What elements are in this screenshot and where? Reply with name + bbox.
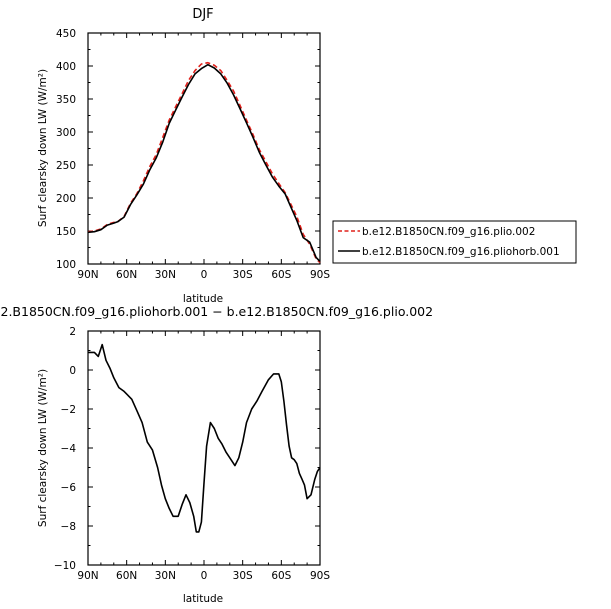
top-x-axis-label: latitude bbox=[183, 293, 223, 305]
top-panel: 90N 60N 30N 0 30S 60S 90S 100 150 200 250 300 350 400… bbox=[37, 7, 577, 305]
bottom-x-tick-label: 30S bbox=[233, 570, 253, 582]
top-y-axis-label: Surf clearsky down LW (W/m²) bbox=[37, 69, 49, 227]
bottom-x-tick-label: 90N bbox=[77, 570, 98, 582]
top-y-tick-label: 400 bbox=[56, 61, 76, 73]
bottom-series-line-0 bbox=[88, 343, 321, 533]
top-y-tick-label: 250 bbox=[56, 160, 76, 172]
top-y-tick-label: 150 bbox=[56, 226, 76, 238]
bottom-lines bbox=[88, 343, 321, 533]
bottom-x-tick-label: 30N bbox=[155, 570, 176, 582]
bottom-y-tick-label: −4 bbox=[61, 443, 77, 455]
legend: b.e12.B1850CN.f09_g16.plio.002 b.e12.B18… bbox=[332, 220, 577, 264]
top-y-tick-label: 300 bbox=[56, 127, 76, 139]
top-ticks: 90N 60N 30N 0 30S 60S 90S 100 150 200 250 300 350 400… bbox=[56, 28, 330, 281]
top-x-tick-label: 60N bbox=[116, 269, 137, 281]
bottom-ticks: 90N 60N 30N 0 30S 60S 90S −10 −8 −6 −4 −2 0 2 bbox=[54, 326, 331, 582]
bottom-panel: 90N 60N 30N 0 30S 60S 90S −10 −8 −6 −4 −2 0 2 b.e12.B… bbox=[0, 304, 433, 605]
top-x-tick-label: 0 bbox=[201, 269, 208, 281]
bottom-y-tick-label: 0 bbox=[69, 365, 76, 377]
bottom-x-tick-label: 60N bbox=[116, 570, 137, 582]
top-x-tick-label: 90S bbox=[310, 269, 330, 281]
bottom-y-tick-label: −10 bbox=[54, 560, 76, 572]
top-x-tick-label: 60S bbox=[271, 269, 291, 281]
top-x-tick-label: 90N bbox=[77, 269, 98, 281]
bottom-plot-frame bbox=[87, 330, 321, 566]
legend-label-plio: b.e12.B1850CN.f09_g16.plio.002 bbox=[362, 226, 535, 238]
top-y-tick-label: 100 bbox=[56, 259, 76, 271]
legend-label-pliohorb: b.e12.B1850CN.f09_g16.pliohorb.001 bbox=[362, 246, 560, 258]
bottom-x-axis-label: latitude bbox=[183, 593, 223, 605]
bottom-y-axis-label: Surf clearsky down LW (W/m²) bbox=[37, 369, 49, 527]
bottom-x-tick-label: 60S bbox=[271, 570, 291, 582]
bottom-y-tick-label: −8 bbox=[61, 521, 76, 533]
legend-box bbox=[332, 220, 577, 264]
top-lines bbox=[87, 61, 321, 264]
top-y-tick-label: 350 bbox=[56, 94, 76, 106]
top-x-tick-label: 30S bbox=[233, 269, 253, 281]
top-x-tick-label: 30N bbox=[155, 269, 176, 281]
top-series-line-1 bbox=[87, 63, 321, 262]
top-title: DJF bbox=[192, 7, 213, 22]
top-series-line-0 bbox=[87, 61, 321, 264]
top-y-tick-label: 200 bbox=[56, 193, 76, 205]
bottom-title: b.e12.B1850CN.f09_g16.pliohorb.001 − b.e… bbox=[0, 304, 433, 319]
top-y-tick-label: 450 bbox=[56, 28, 76, 40]
bottom-x-tick-label: 0 bbox=[201, 570, 208, 582]
bottom-y-tick-label: −2 bbox=[61, 404, 76, 416]
bottom-y-tick-label: −6 bbox=[61, 482, 77, 494]
bottom-y-tick-label: 2 bbox=[69, 326, 76, 338]
bottom-x-tick-label: 90S bbox=[310, 570, 330, 582]
